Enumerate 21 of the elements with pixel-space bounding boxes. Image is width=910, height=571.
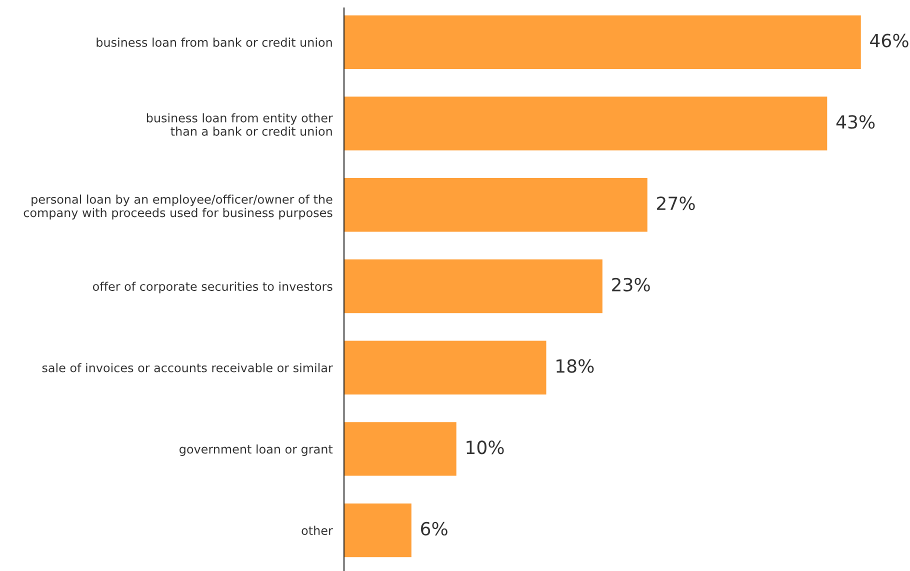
y-tick-label: personal loan by an employee/officer/owner of the company with proceeds used for business purposes — [24, 194, 332, 220]
y-tick-label: offer of corporate securities to investors — [92, 282, 332, 294]
data-label: 6% — [421, 522, 448, 536]
data-label: 46% — [870, 34, 908, 48]
bar — [344, 96, 828, 150]
y-tick-label: business loan from bank or credit union — [96, 38, 332, 47]
bar — [344, 178, 648, 232]
bar — [344, 503, 412, 558]
data-label: 10% — [466, 440, 504, 454]
bar — [344, 422, 456, 476]
bar — [344, 340, 546, 394]
data-label: 18% — [556, 359, 594, 373]
y-tick-label: sale of invoices or accounts receivable or similar — [42, 363, 333, 372]
data-label: 27% — [657, 196, 695, 210]
data-label: 23% — [612, 278, 650, 292]
bar — [344, 15, 861, 70]
bar — [344, 259, 602, 314]
data-label: 43% — [836, 115, 875, 129]
y-tick-label: government loan or grant — [180, 444, 333, 456]
y-tick-label: business loan from entity other than a bank or credit union — [146, 113, 333, 136]
y-tick-label: other — [302, 526, 333, 536]
